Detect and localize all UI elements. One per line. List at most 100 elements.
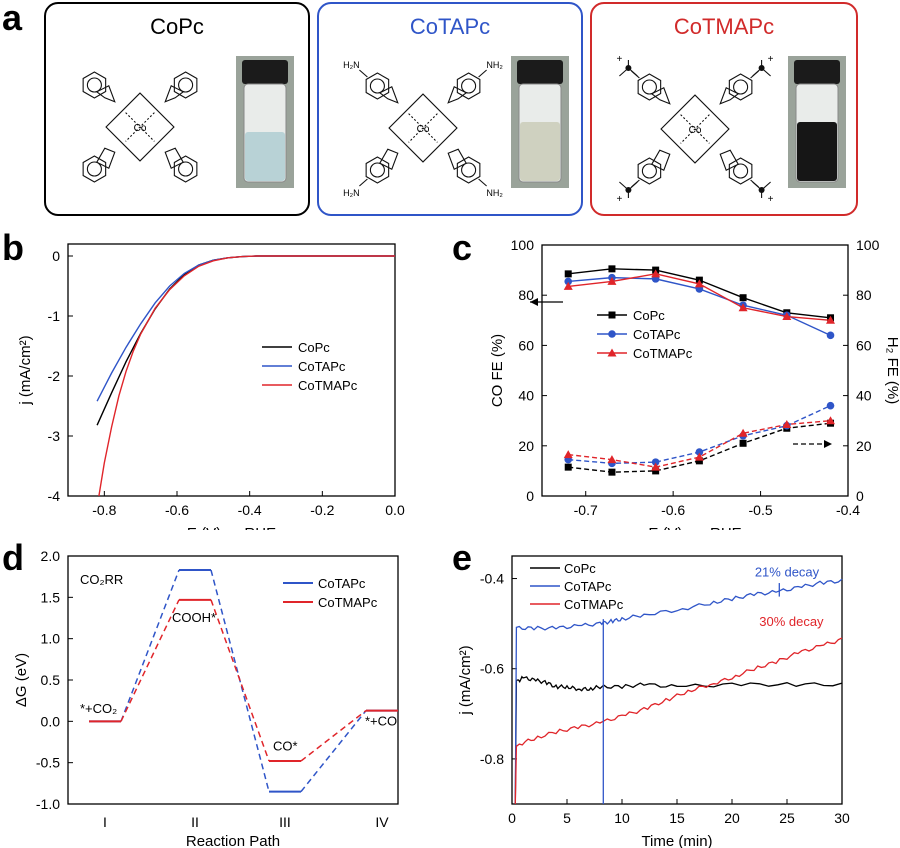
y-tick-label-right: 40 bbox=[856, 388, 872, 404]
molecule-title: CoTAPc bbox=[409, 14, 491, 39]
x-tick-label: 25 bbox=[779, 810, 795, 826]
h2-fe-point bbox=[652, 467, 660, 475]
step-label: *+CO bbox=[365, 713, 397, 728]
molecule-box-copc: CoPc Co bbox=[44, 2, 310, 216]
y-tick-label: -3 bbox=[48, 428, 61, 444]
x-tick-label: -0.8 bbox=[92, 502, 116, 518]
benzene-ring bbox=[365, 156, 390, 184]
co-fe-point bbox=[608, 265, 616, 273]
y-tick-label: -4 bbox=[48, 488, 61, 504]
panel-letter-b: b bbox=[2, 227, 24, 268]
y-tick-label: 0.0 bbox=[41, 713, 61, 729]
legend-label: CoTMAPc bbox=[633, 346, 693, 361]
energy-connector bbox=[300, 710, 367, 793]
h2-fe-point bbox=[651, 458, 660, 466]
aromatic-circle bbox=[641, 163, 657, 179]
benzene-ring bbox=[456, 156, 481, 184]
aromatic-circle bbox=[369, 78, 385, 94]
legend-label: CoTAPc bbox=[318, 576, 366, 591]
h2-fe-point bbox=[695, 448, 704, 456]
benzene-ring bbox=[82, 155, 107, 183]
left-axis-arrowhead bbox=[530, 298, 538, 306]
benzene-ring bbox=[728, 73, 753, 101]
co-fe-point bbox=[826, 315, 836, 324]
x-tick-label: 5 bbox=[563, 810, 571, 826]
series-line bbox=[514, 637, 843, 805]
chart-e: 0 5 10 15 20 25 30 -0.4 -0.6 -0.8 Time (min) j (mA/… bbox=[457, 555, 850, 848]
methyl-bond bbox=[619, 67, 629, 77]
co-fe-point bbox=[564, 270, 572, 278]
h2-fe-point bbox=[739, 439, 747, 447]
molecule-structure: Co H₂N NH₂ H₂N NH₂ bbox=[343, 60, 503, 198]
co-fe-point bbox=[607, 276, 617, 285]
macrocycle-ring bbox=[388, 93, 458, 163]
methyl-bond bbox=[761, 181, 771, 191]
h2-fe-point bbox=[563, 450, 573, 459]
y-tick-label: -0.4 bbox=[480, 571, 504, 587]
x-axis-label: Reaction Path bbox=[186, 833, 280, 848]
co-fe-line bbox=[568, 268, 831, 319]
benzene-ring bbox=[82, 71, 107, 99]
co-fe-point bbox=[563, 281, 573, 290]
benzene-ring bbox=[728, 157, 753, 185]
amine-label: NH₂ bbox=[486, 188, 503, 198]
legend-label: CoPc bbox=[633, 308, 665, 323]
aromatic-circle bbox=[733, 163, 749, 179]
energy-connector bbox=[120, 599, 180, 722]
y-tick-label: 1.0 bbox=[41, 631, 61, 647]
benzene-ring bbox=[365, 72, 390, 100]
co-fe-point bbox=[694, 279, 704, 288]
molecule-structure: Co bbox=[82, 71, 198, 183]
x-tick-label: -0.5 bbox=[749, 502, 773, 518]
benzene-ring bbox=[637, 157, 662, 185]
y-tick-label: 0 bbox=[52, 248, 60, 264]
energy-connector bbox=[300, 709, 367, 762]
legend-label: CoTMAPc bbox=[564, 597, 624, 612]
co-fe-point bbox=[738, 303, 748, 312]
legend-label: CoTMAPc bbox=[298, 378, 358, 393]
x-tick-label: 20 bbox=[724, 810, 740, 826]
chart-d: -1.0-0.50.00.51.01.52.0I II III IVReaction … bbox=[13, 548, 399, 848]
plot-frame bbox=[511, 555, 843, 805]
charge-plus: + bbox=[616, 54, 622, 65]
x-tick-label: 0.0 bbox=[385, 502, 405, 518]
legend-label: CoPc bbox=[298, 340, 330, 355]
molecule-title: CoPc bbox=[150, 14, 204, 39]
y-tick-label: 20 bbox=[518, 438, 534, 454]
y-tick-label: 1.5 bbox=[41, 589, 61, 605]
coordination-bond bbox=[680, 114, 710, 144]
methyl-bond bbox=[761, 67, 771, 77]
y-tick-label: 40 bbox=[518, 388, 534, 404]
coordination-bond bbox=[408, 113, 438, 143]
h2-fe-point bbox=[695, 457, 703, 465]
x-tick-label: -0.2 bbox=[310, 502, 334, 518]
charge-plus: + bbox=[768, 194, 774, 205]
y-axis-label: j (mA/cm²) bbox=[457, 645, 474, 715]
x-tick-label: -0.6 bbox=[165, 502, 189, 518]
aromatic-circle bbox=[178, 161, 194, 177]
y-tick-label: -1.0 bbox=[36, 796, 60, 812]
benzene-ring bbox=[173, 71, 198, 99]
charge-plus: + bbox=[616, 194, 622, 205]
plot-frame bbox=[67, 555, 399, 805]
h2-fe-point bbox=[782, 419, 792, 428]
right-axis-arrowhead bbox=[824, 440, 832, 448]
panel-letter-a: a bbox=[2, 0, 23, 38]
x-tick-label: III bbox=[279, 814, 291, 830]
y-tick-label-right: 80 bbox=[856, 287, 872, 303]
benzene-ring bbox=[173, 155, 198, 183]
co-fe-point bbox=[651, 269, 661, 278]
x-axis-label: E (V) vs. RHE bbox=[648, 525, 741, 530]
step-label: COOH* bbox=[172, 610, 216, 625]
series-line bbox=[514, 675, 843, 805]
y-tick-label: -0.6 bbox=[480, 661, 504, 677]
h2-fe-line bbox=[568, 422, 831, 473]
y-tick-label: -1 bbox=[48, 308, 61, 324]
legend-label: CoTAPc bbox=[633, 327, 681, 342]
amine-label: H₂N bbox=[343, 188, 360, 198]
y-axis-label: CO FE (%) bbox=[489, 334, 506, 407]
co-fe-point bbox=[739, 294, 747, 302]
plot-frame bbox=[541, 244, 849, 497]
y-axis-label: j (mA/cm²) bbox=[17, 335, 34, 405]
